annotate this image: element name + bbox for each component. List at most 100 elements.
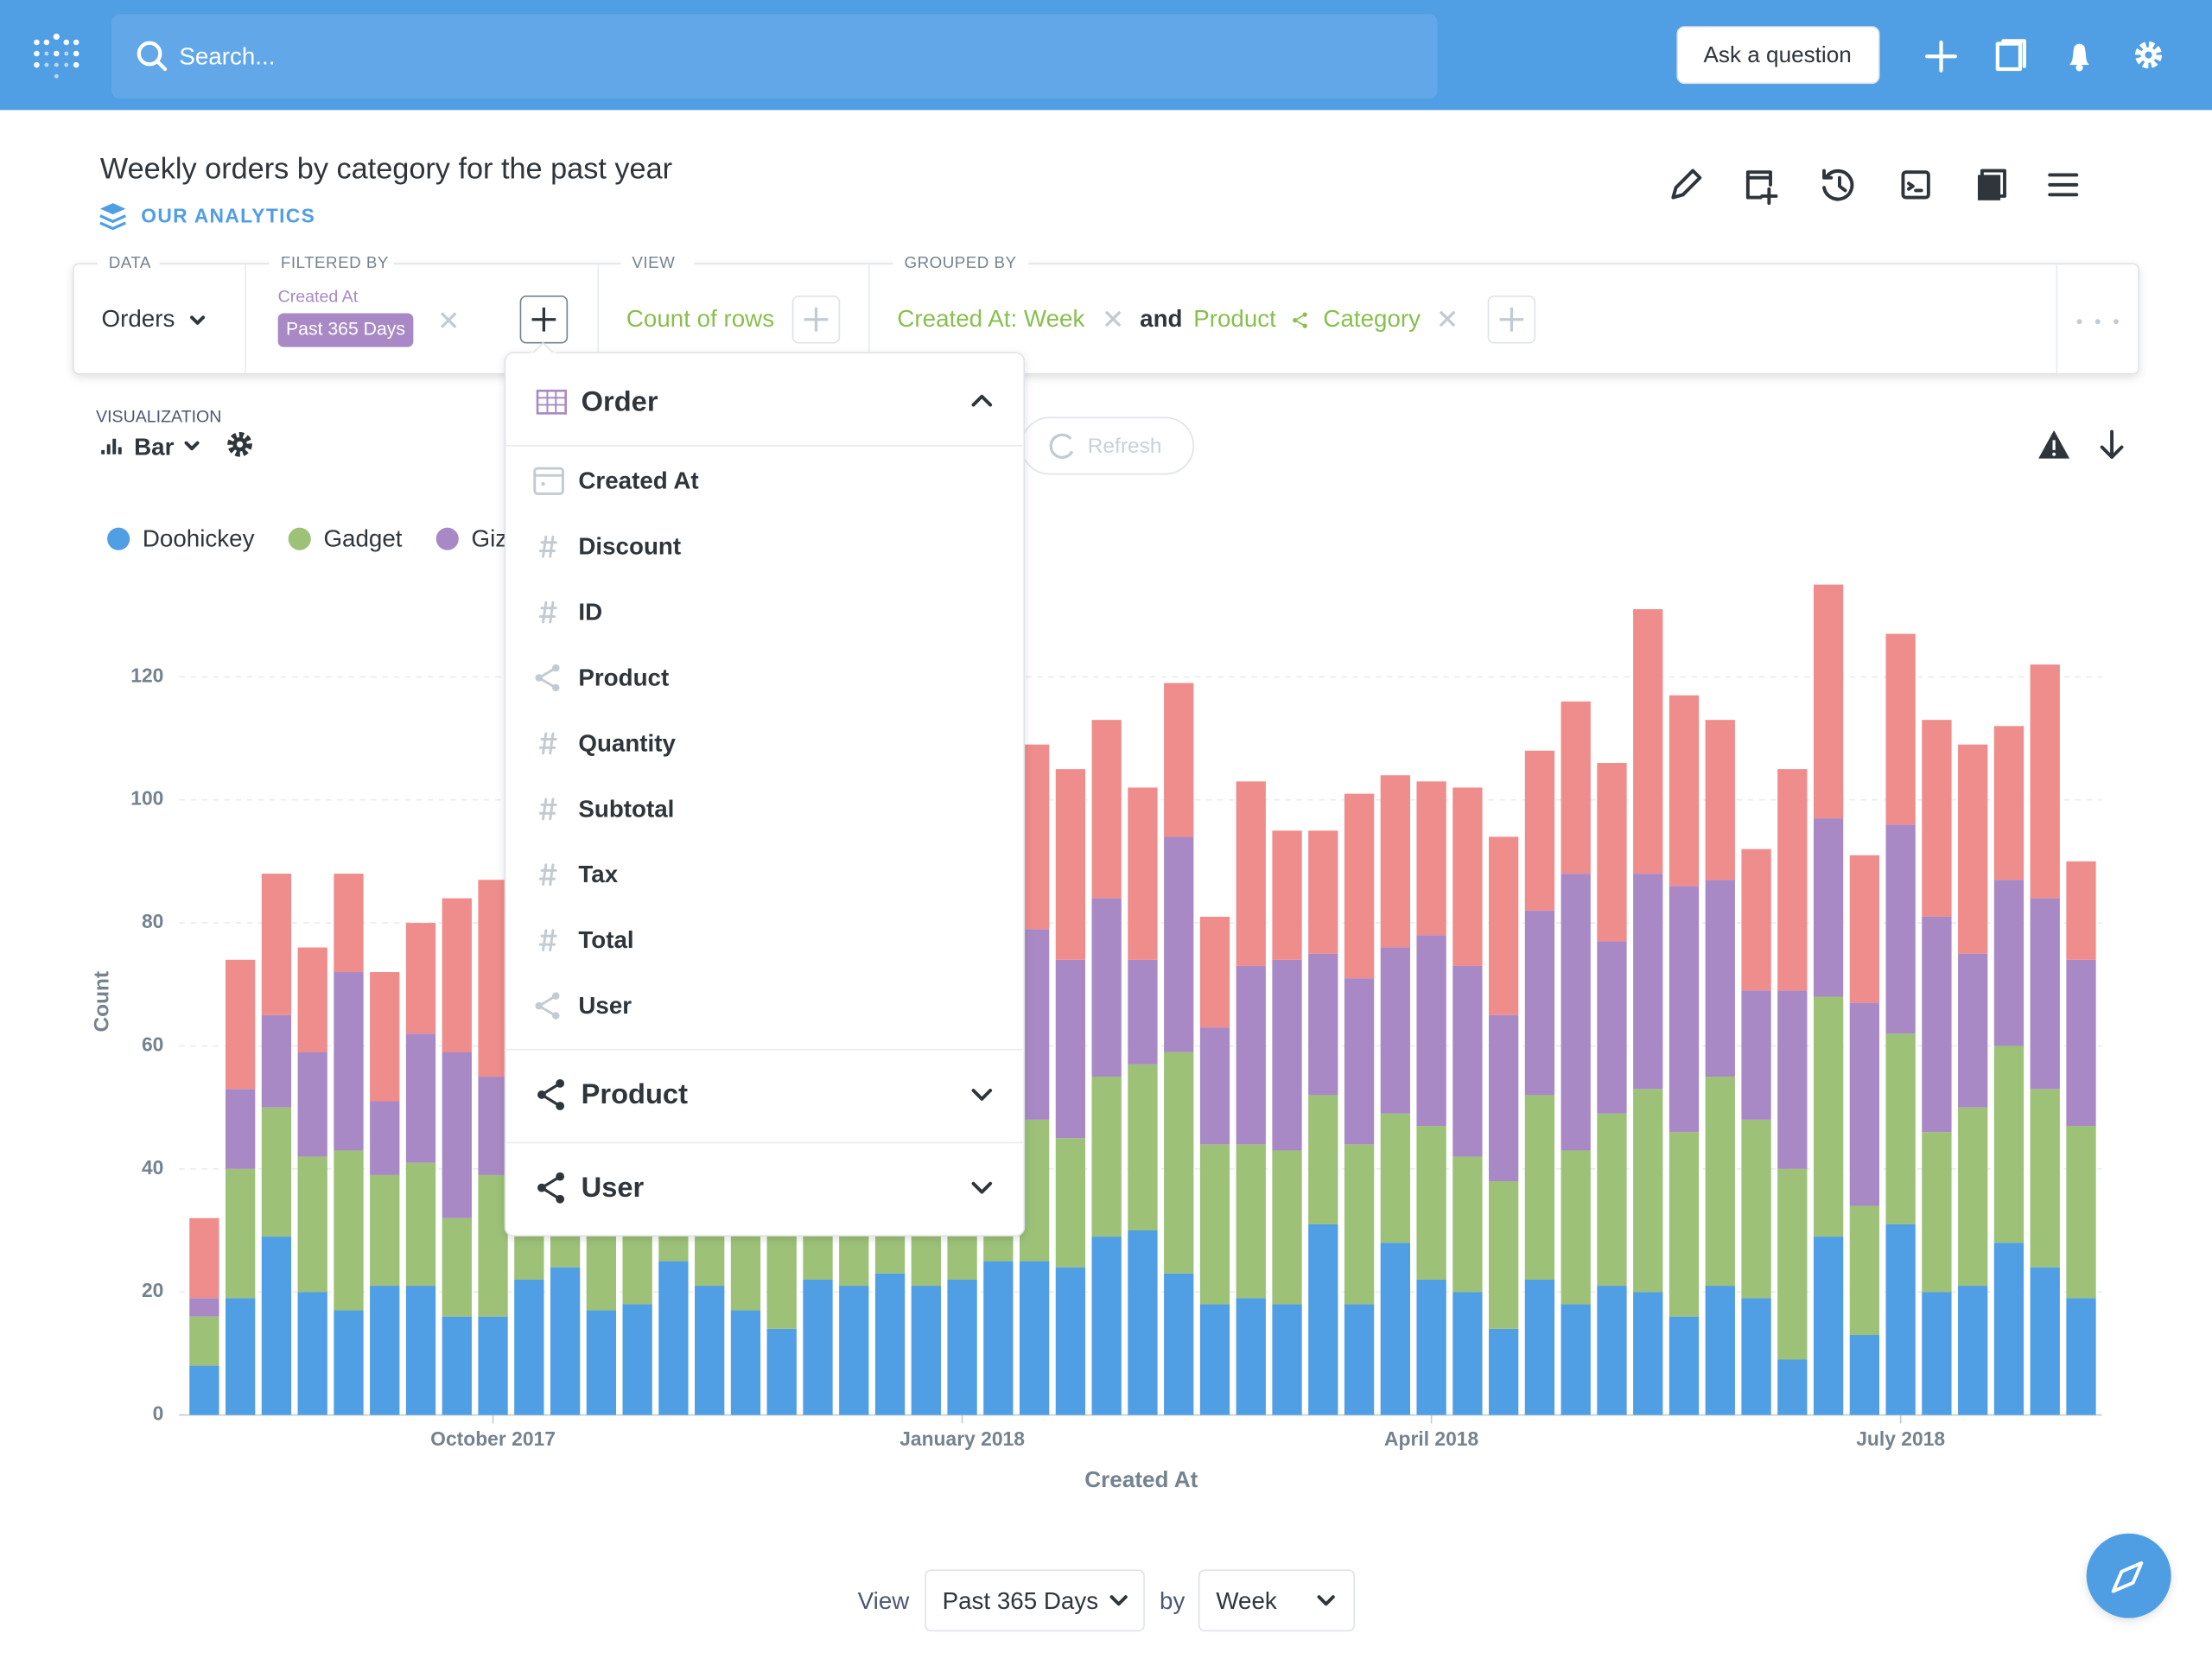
collections-button[interactable]	[1995, 39, 2026, 72]
search-box[interactable]	[111, 14, 1438, 99]
bar-segment	[1777, 769, 1808, 991]
new-button[interactable]	[1925, 40, 1957, 73]
group-first[interactable]: Created At: Week	[897, 305, 1084, 332]
settings-button[interactable]	[2135, 41, 2163, 69]
ask-button[interactable]	[1676, 26, 1880, 85]
bar-segment	[1885, 1224, 1916, 1415]
field-option[interactable]: Created At	[578, 467, 698, 494]
legend-swatch	[107, 527, 130, 550]
plus-icon	[1499, 307, 1524, 332]
x-axis-title: Created At	[1084, 1466, 1198, 1492]
chevron-down	[1317, 1595, 1335, 1606]
group-second-table[interactable]: Product	[1193, 305, 1276, 332]
bar-segment	[2030, 664, 2060, 899]
calendar-icon	[533, 467, 564, 495]
bar-segment	[1489, 836, 1519, 1015]
pencil-icon	[1671, 168, 1702, 200]
bar-segment	[1380, 1243, 1410, 1415]
unit-select[interactable]	[1198, 1569, 1356, 1632]
field-option[interactable]: ID	[578, 599, 602, 626]
view-metric[interactable]: Count of rows	[626, 305, 774, 332]
y-tick-label: 60	[142, 1033, 163, 1055]
label-bg	[97, 253, 160, 274]
bar-segment	[1236, 781, 1266, 966]
notebook-bar	[73, 263, 2139, 375]
collection-link[interactable]: OUR ANALYTICS	[141, 204, 315, 226]
bar-segment	[983, 1261, 1014, 1415]
bar-segment	[1741, 1298, 1771, 1415]
edit-button[interactable]	[1671, 168, 1702, 200]
data-source[interactable]: Orders	[102, 305, 175, 332]
bar-segment	[1993, 1046, 2024, 1243]
viz-label: VISUALIZATION	[96, 407, 221, 426]
bar-segment	[1236, 1144, 1266, 1299]
plus-icon	[804, 307, 829, 332]
period-select[interactable]	[925, 1569, 1145, 1632]
remove-filter[interactable]	[440, 312, 457, 328]
chevron-down	[190, 315, 206, 325]
bar-segment	[1813, 1236, 1844, 1415]
bookmark-button[interactable]	[1977, 168, 2006, 200]
warning-button[interactable]	[2038, 429, 2070, 459]
popover-panel	[504, 352, 1026, 1237]
sql-button[interactable]	[1901, 170, 1930, 200]
bar-segment	[442, 1052, 472, 1218]
field-option[interactable]: Tax	[578, 861, 618, 887]
bar-segment	[1849, 1002, 1880, 1206]
bar-segment	[478, 1077, 508, 1175]
field-icon	[538, 798, 557, 821]
bar-segment	[1236, 965, 1266, 1145]
remove-group[interactable]	[1104, 310, 1122, 327]
chevron-down	[971, 1181, 993, 1194]
popover-table[interactable]: Order	[582, 385, 658, 417]
bar-segment	[2030, 1267, 2060, 1415]
bar-segment	[334, 874, 364, 973]
bar-segment	[1452, 1292, 1483, 1415]
filter-pill[interactable]	[277, 313, 414, 347]
logo-dot	[64, 62, 69, 67]
bar-segment	[1452, 965, 1483, 1157]
field-option[interactable]: Product	[578, 664, 669, 690]
explore-button[interactable]	[2086, 1533, 2171, 1618]
field-option[interactable]: Total	[578, 926, 633, 953]
viz-settings[interactable]	[227, 432, 252, 457]
table-icon-frame	[536, 389, 567, 415]
bar-segment	[1308, 830, 1338, 954]
bar-segment	[189, 1217, 219, 1299]
y-axis-title: Count	[91, 971, 114, 1033]
popover-section[interactable]: Product	[582, 1077, 688, 1109]
bar-segment	[334, 1150, 364, 1311]
add-to-dashboard-button[interactable]	[1745, 170, 1778, 206]
label-bg	[893, 253, 1029, 274]
field-option[interactable]: Discount	[578, 533, 681, 560]
logo[interactable]	[34, 33, 79, 79]
more-button[interactable]	[2076, 319, 2119, 325]
field-option[interactable]: Subtotal	[578, 795, 674, 822]
group-second-field[interactable]: Category	[1323, 305, 1421, 332]
legend-swatch	[288, 527, 311, 550]
download-button[interactable]	[2100, 429, 2124, 459]
bar-segment	[1091, 720, 1122, 899]
field-option[interactable]: Quantity	[578, 729, 676, 756]
field-option[interactable]: User	[578, 992, 632, 1019]
menu-button[interactable]	[2048, 173, 2079, 197]
notifications-button[interactable]	[2069, 43, 2089, 72]
bar-segment	[189, 1298, 219, 1317]
ask-button-label: Ask a question	[1704, 41, 1852, 67]
number-icon	[538, 732, 557, 755]
bar-segment	[1164, 683, 1194, 837]
bar-segment	[1705, 1077, 1735, 1287]
viz-type[interactable]: Bar	[134, 434, 174, 461]
bar-segment	[370, 1174, 400, 1287]
bar-segment	[2066, 1298, 2096, 1415]
data-label: DATA	[109, 253, 151, 271]
bar-segment	[1308, 953, 1338, 1096]
terminal-icon	[1907, 181, 1923, 193]
remove-group[interactable]	[1439, 310, 1456, 327]
popover-section[interactable]: User	[582, 1171, 645, 1203]
history-icon	[1822, 169, 1854, 201]
gear-icon	[2135, 41, 2163, 69]
history-button[interactable]	[1822, 168, 1854, 201]
footer-by: by	[1160, 1587, 1185, 1614]
